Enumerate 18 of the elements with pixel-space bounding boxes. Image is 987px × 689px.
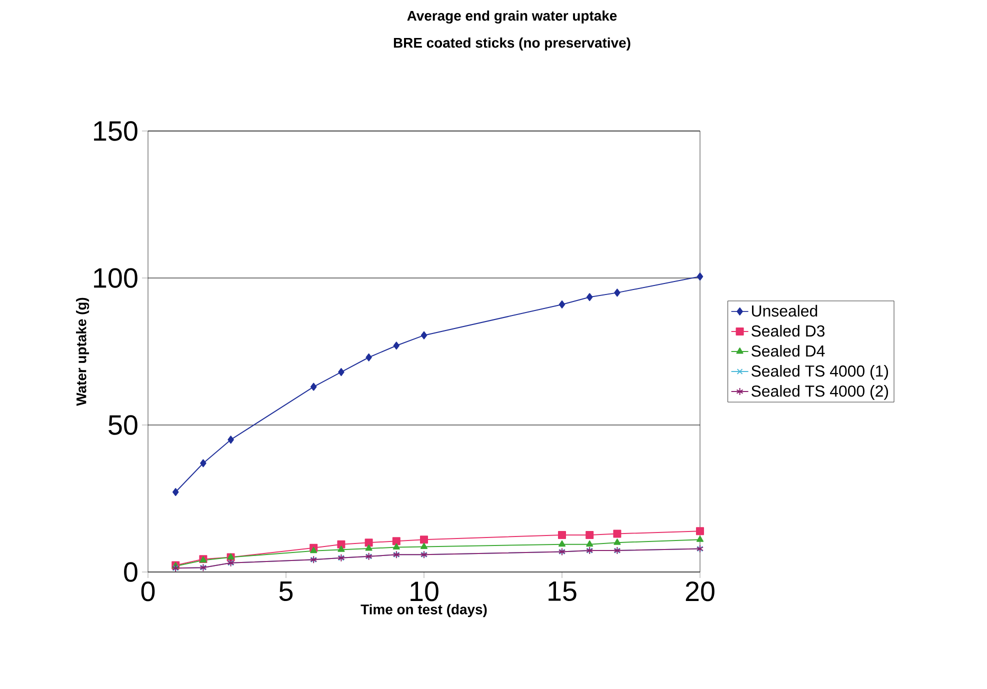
x-tick-label: 10 (410, 582, 438, 602)
x-tick-label: 0 (141, 582, 155, 602)
chart-title: Average end grain water uptake (407, 10, 617, 24)
legend-label: Sealed TS 4000 (2) (752, 385, 888, 400)
y-tick-label: 150 (94, 121, 138, 141)
legend-label: Sealed TS 4000 (1) (752, 365, 888, 380)
y-tick-label: 0 (124, 562, 138, 582)
x-tick-label: 15 (548, 582, 576, 601)
x-axis-title: Time on test (days) (360, 604, 487, 618)
x-tick-label: 5 (279, 582, 293, 601)
legend-label: Sealed D4 (752, 344, 825, 357)
y-tick-label: 50 (108, 415, 138, 435)
legend-label: Unsealed (752, 304, 818, 317)
x-tick-label: 20 (686, 582, 714, 602)
y-tick-label: 100 (94, 268, 138, 288)
chart-subtitle: BRE coated sticks (no preservative) (394, 37, 630, 50)
y-axis-title: Water uptake (g) (76, 298, 90, 406)
legend-label: Sealed D3 (752, 324, 824, 337)
